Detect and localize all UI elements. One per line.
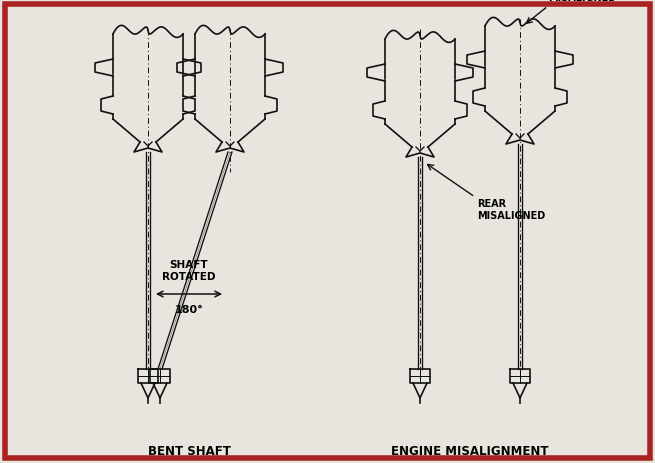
Text: SHAFT
ROTATED: SHAFT ROTATED [162,259,215,282]
Text: REAR
MISALIGNED: REAR MISALIGNED [477,199,545,221]
Text: FRONT
MISALIGNED: FRONT MISALIGNED [548,0,616,3]
Text: ENGINE MISALIGNMENT: ENGINE MISALIGNMENT [391,444,549,457]
Text: 180°: 180° [175,304,203,314]
Text: BENT SHAFT: BENT SHAFT [147,444,231,457]
